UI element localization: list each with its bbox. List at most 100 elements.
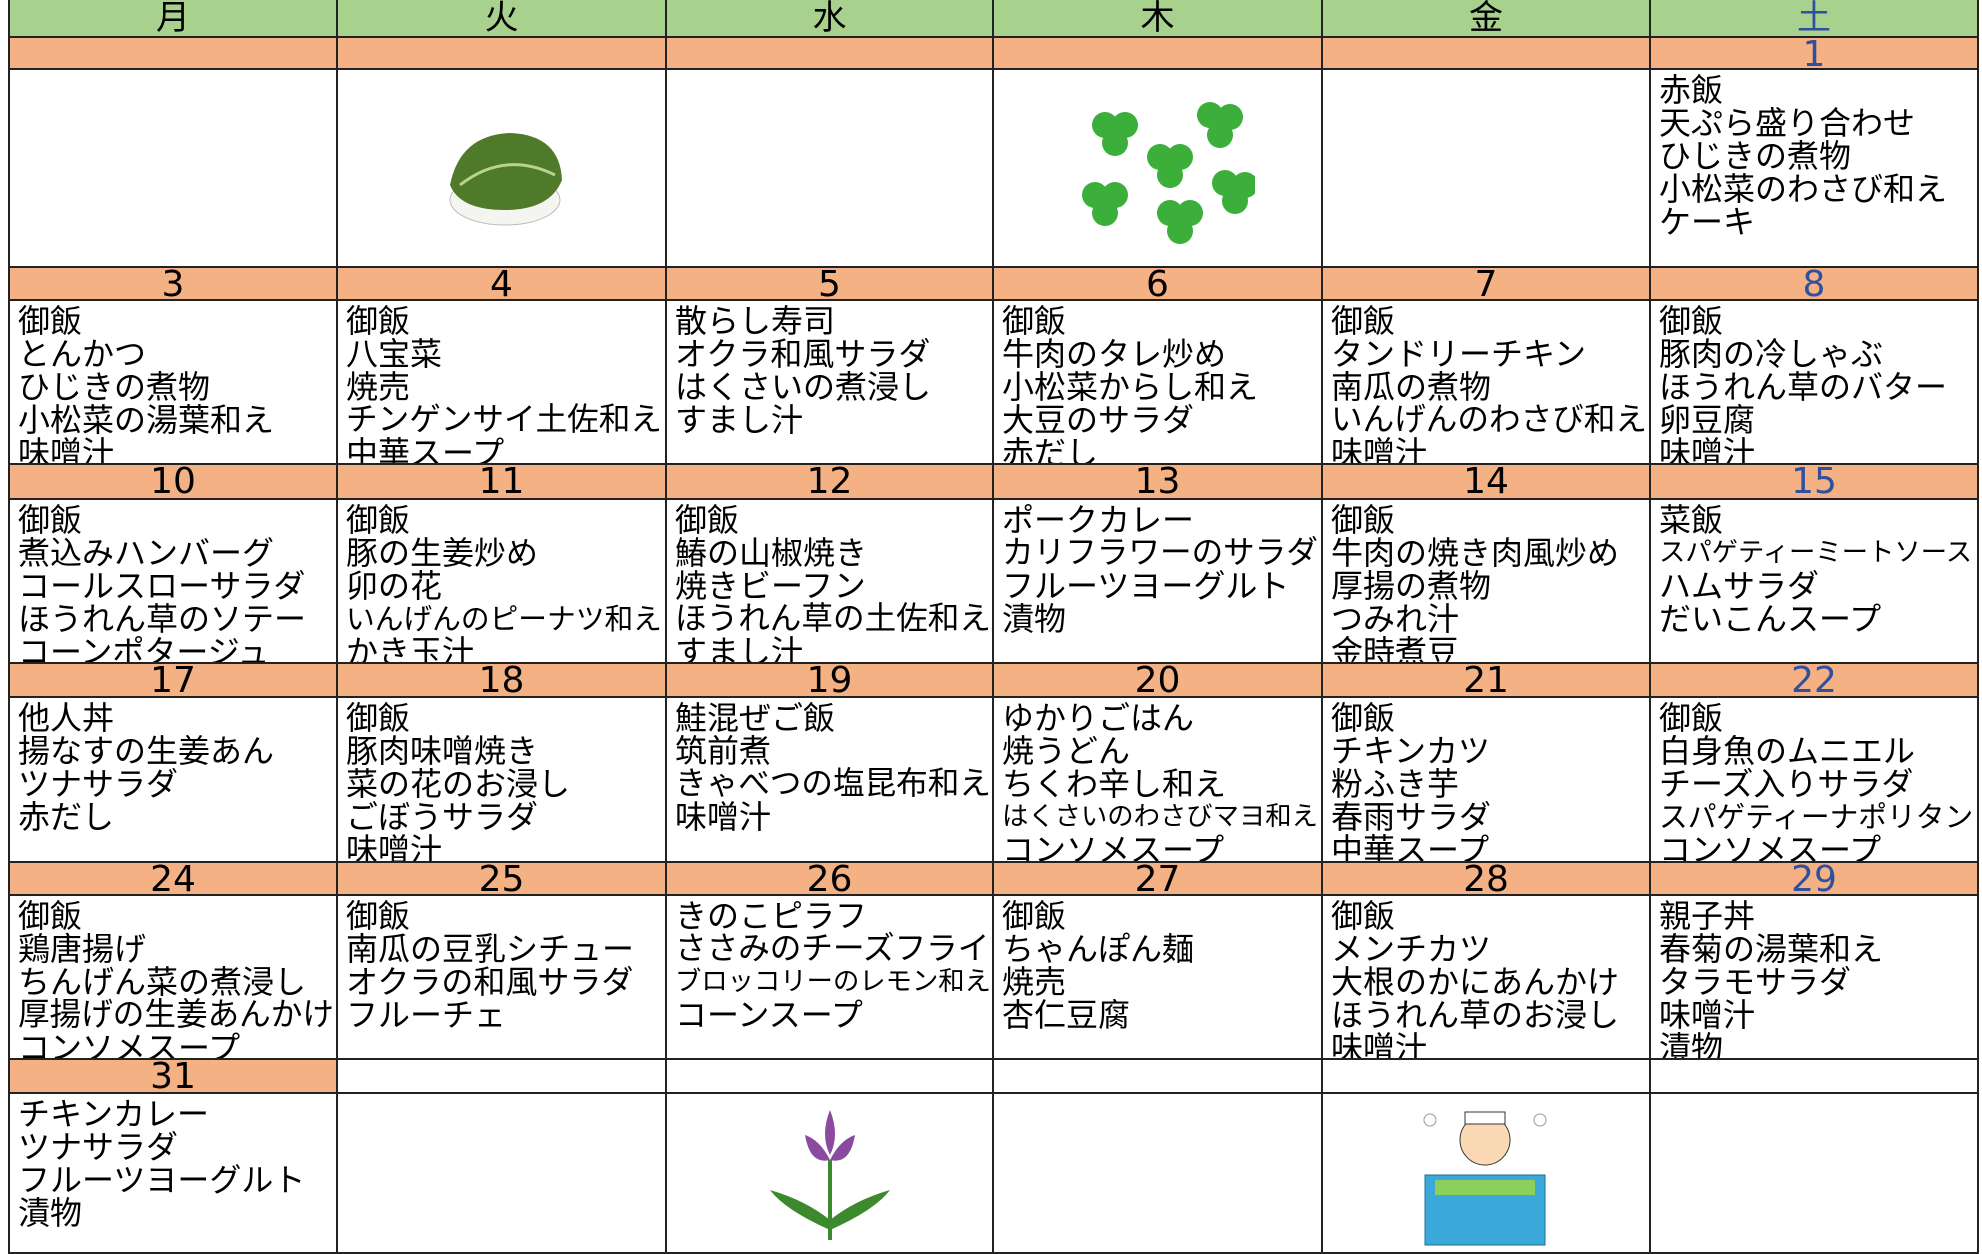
menu-item: 味噌汁 <box>1659 434 1756 465</box>
menu-cell: 菜飯 スパゲティーミートソース ハムサラダ だいこんスープ <box>1651 500 1979 664</box>
menu-item: 味噌汁 <box>346 831 443 863</box>
menu-item: 親子丼 <box>1659 897 1756 935</box>
menu-item: 漬物 <box>1659 1029 1724 1060</box>
menu-item: ツナサラダ <box>18 1128 179 1166</box>
weekday-header: 火 <box>338 0 667 38</box>
menu-item: タンドリーチキン <box>1331 335 1587 373</box>
date-cell: 5 <box>667 268 994 301</box>
menu-item: 御飯 <box>1331 302 1396 340</box>
menu-item: かき玉汁 <box>346 633 475 664</box>
date-cell: 8 <box>1651 268 1979 301</box>
menu-item: 御飯 <box>18 302 83 340</box>
menu-item: ケーキ <box>1659 203 1756 241</box>
menu-item: チキンカツ <box>1331 732 1491 770</box>
menu-item: 杏仁豆腐 <box>1002 996 1131 1034</box>
clover-illustration <box>1082 102 1255 244</box>
menu-item: 御飯 <box>346 302 411 340</box>
menu-item: 鰆の山椒焼き <box>675 534 868 572</box>
menu-cell: 赤飯 天ぷら盛り合わせ ひじきの煮物 小松菜のわさび和え ケーキ <box>1651 70 1979 268</box>
menu-cell: 御飯 鶏唐揚げ ちんげん菜の煮浸し 厚揚げの生姜あんかけ コンソメスープ <box>10 896 338 1060</box>
menu-cell <box>1651 1094 1979 1254</box>
menu-item: カリフラワーのサラダ <box>1002 535 1318 571</box>
date-cell: 18 <box>338 664 667 698</box>
menu-cell <box>1323 70 1651 268</box>
menu-item: ほうれん草の土佐和え <box>675 601 991 637</box>
weekday-header: 水 <box>667 0 994 38</box>
date-cell <box>338 38 667 70</box>
menu-item: コーンスープ <box>675 996 863 1034</box>
menu-item: ゆかりごはん <box>1002 699 1195 737</box>
menu-item: ツナサラダ <box>18 765 179 803</box>
date-cell: 1 <box>1651 38 1979 70</box>
menu-cell <box>994 70 1323 268</box>
menu-item: コーンポタージュ <box>18 633 270 664</box>
weekday-header: 木 <box>994 0 1323 38</box>
menu-item: 豚肉味噌焼き <box>346 732 539 770</box>
menu-item: はくさいのわさびマヨ和え <box>1002 802 1318 832</box>
menu-item: ほうれん草のバター <box>1659 368 1948 406</box>
menu-item: 菜飯 <box>1659 501 1724 539</box>
date-cell <box>1323 38 1651 70</box>
menu-item: いんげんのピーナツ和え <box>346 602 662 636</box>
menu-item: 味噌汁 <box>675 798 772 836</box>
menu-item: 南瓜の豆乳シチュー <box>346 930 635 968</box>
kashiwa-mochi-illustration <box>449 133 562 226</box>
menu-item: 御飯 <box>346 699 411 737</box>
menu-item: ちんげん菜の煮浸し <box>18 963 307 1001</box>
menu-item: 御飯 <box>346 501 411 539</box>
menu-cell <box>994 1094 1323 1254</box>
menu-item: メンチカツ <box>1331 930 1492 968</box>
weekday-header: 金 <box>1323 0 1651 38</box>
menu-cell: 御飯 豚の生姜炒め 卯の花 いんげんのピーナツ和え かき玉汁 <box>338 500 667 664</box>
date-cell <box>10 38 338 70</box>
menu-item: ブロッコリーのレモン和え <box>675 967 991 997</box>
date-cell: 7 <box>1323 268 1651 301</box>
menu-item: 御飯 <box>346 897 411 935</box>
menu-cell: ポークカレー カリフラワーのサラダ フルーツヨーグルト 漬物 <box>994 500 1323 664</box>
menu-item: コールスローサラダ <box>18 567 306 605</box>
menu-item: 御飯 <box>1659 302 1724 340</box>
menu-item: 焼売 <box>1002 963 1067 1001</box>
menu-item: きゃべつの塩昆布和え <box>675 766 991 802</box>
menu-cell: 御飯 八宝菜 焼売 チンゲンサイ土佐和え 中華スープ <box>338 301 667 465</box>
menu-item: オクラの和風サラダ <box>346 963 634 1001</box>
menu-item: 他人丼 <box>18 699 115 737</box>
date-cell <box>1651 1060 1979 1094</box>
date-cell: 4 <box>338 268 667 301</box>
menu-item: 粉ふき芋 <box>1331 765 1460 803</box>
menu-item: 漬物 <box>18 1194 83 1232</box>
menu-item: いんげんのわさび和え <box>1331 402 1647 438</box>
menu-item: 味噌汁 <box>1659 996 1756 1034</box>
weekday-header: 土 <box>1651 0 1979 38</box>
menu-item: スパゲティーナポリタン <box>1659 800 1974 834</box>
menu-item: チキンカレー <box>18 1095 210 1133</box>
menu-item: コンソメスープ <box>1659 831 1882 863</box>
date-cell <box>667 38 994 70</box>
menu-item: 卯の花 <box>346 567 443 605</box>
menu-item: 御飯 <box>1659 699 1724 737</box>
menu-item: チンゲンサイ土佐和え <box>346 402 662 438</box>
menu-cell <box>667 70 994 268</box>
menu-item: はくさいの煮浸し <box>675 368 932 406</box>
menu-item: ほうれん草のお浸し <box>1331 996 1620 1034</box>
menu-item: 大豆のサラダ <box>1002 401 1195 439</box>
menu-cell: 御飯 鰆の山椒焼き 焼きビーフン ほうれん草の土佐和え すまし汁 <box>667 500 994 664</box>
date-cell: 13 <box>994 465 1323 500</box>
menu-item: 散らし寿司 <box>675 302 836 340</box>
date-cell: 11 <box>338 465 667 500</box>
menu-item: 八宝菜 <box>346 335 443 373</box>
date-cell: 17 <box>10 664 338 698</box>
menu-cell: きのこピラフ ささみのチーズフライ ブロッコリーのレモン和え コーンスープ <box>667 896 994 1060</box>
date-cell: 14 <box>1323 465 1651 500</box>
menu-cell: 御飯 メンチカツ 大根のかにあんかけ ほうれん草のお浸し 味噌汁 <box>1323 896 1651 1060</box>
menu-item: スパゲティーミートソース <box>1659 538 1973 568</box>
menu-item: 御飯 <box>675 501 740 539</box>
menu-cell: ゆかりごはん 焼うどん ちくわ辛し和え はくさいのわさびマヨ和え コンソメスープ <box>994 698 1323 863</box>
menu-cell: 親子丼 春菊の湯葉和え タラモサラダ 味噌汁 漬物 <box>1651 896 1979 1060</box>
date-cell <box>338 1060 667 1094</box>
menu-item: 小松菜の湯葉和え <box>18 401 275 439</box>
date-cell: 21 <box>1323 664 1651 698</box>
date-cell: 15 <box>1651 465 1979 500</box>
menu-item: フルーツヨーグルト <box>18 1161 306 1199</box>
